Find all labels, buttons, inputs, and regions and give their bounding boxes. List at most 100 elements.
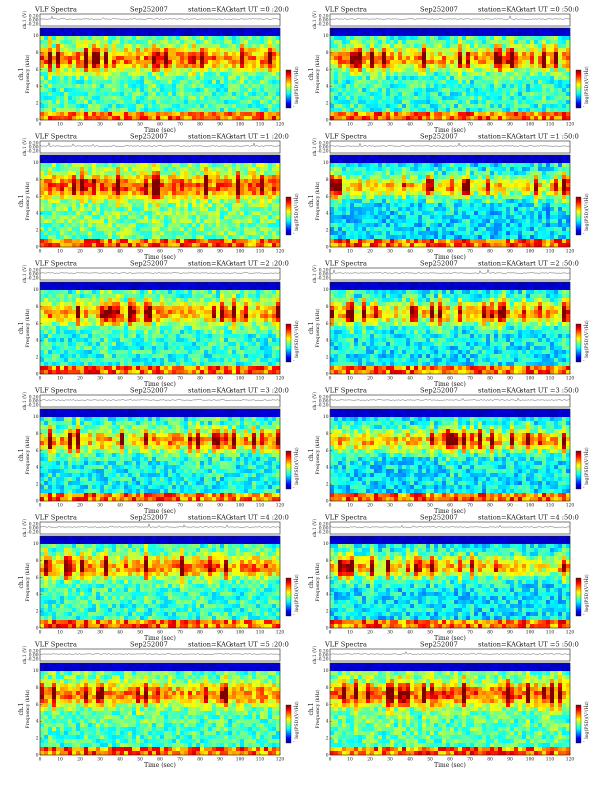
frequency-tick-label: 4 (326, 466, 329, 471)
colorbar-tick-label: - (293, 359, 295, 364)
time-tick-label: 110 (546, 377, 555, 382)
time-tick-label: 70 (177, 377, 183, 382)
time-tick-label: 50 (427, 758, 433, 763)
time-axis-label: Time (sec) (144, 762, 176, 769)
time-tick-label: 80 (197, 250, 203, 255)
time-tick-label: 50 (137, 377, 143, 382)
frequency-tick-label: 6 (36, 449, 39, 454)
time-tick-label: 30 (97, 250, 103, 255)
spectrogram-image (40, 155, 281, 248)
panel-station: station=KAG (188, 6, 231, 14)
colorbar-tick-label: - (293, 324, 295, 329)
colorbar-tick-label: - (583, 705, 585, 710)
time-tick-label: 40 (407, 631, 413, 636)
time-tick-label: 100 (526, 250, 535, 255)
voltage-tick-label: 0.00 (319, 146, 329, 151)
time-tick-label: 20 (367, 377, 373, 382)
voltage-tick-label: 0.00 (29, 400, 39, 405)
colorbar (285, 323, 292, 363)
time-tick-label: 90 (507, 504, 513, 509)
time-tick-label: 0 (329, 377, 332, 382)
voltage-tick-label: 0.20 (29, 269, 39, 274)
panel-start-time: start UT =0 :50:0 (520, 6, 579, 14)
voltage-tick-label: -0.20 (317, 23, 328, 28)
time-tick-label: 80 (197, 377, 203, 382)
frequency-tick-label: 8 (326, 178, 329, 183)
spectrogram-image (40, 663, 281, 756)
time-tick-label: 10 (347, 504, 353, 509)
time-tick-label: 60 (447, 250, 453, 255)
colorbar (575, 69, 582, 109)
frequency-tick-label: 6 (326, 703, 329, 708)
panel-date: Sep252007 (420, 641, 458, 649)
voltage-tick-label: 0.20 (319, 523, 329, 528)
time-tick-label: 120 (276, 758, 285, 763)
time-tick-label: 60 (447, 758, 453, 763)
waveform-frame (329, 521, 571, 535)
waveform-trace (329, 397, 571, 401)
frequency-tick-label: 0 (36, 500, 39, 505)
panel-date: Sep252007 (420, 514, 458, 522)
voltage-tick-label: 0.20 (319, 142, 329, 147)
voltage-tick-label: 0.00 (29, 654, 39, 659)
time-tick-label: 30 (97, 504, 103, 509)
time-tick-label: 80 (487, 631, 493, 636)
channel-label: ch.1 (308, 703, 315, 716)
time-tick-label: 0 (39, 123, 42, 128)
voltage-axis-label: ch.1 (V) (21, 138, 28, 156)
time-tick-label: 100 (236, 250, 245, 255)
time-tick-label: 80 (487, 377, 493, 382)
time-axis-label: Time (sec) (434, 381, 466, 388)
time-tick-label: 90 (217, 250, 223, 255)
time-tick-label: 110 (256, 377, 265, 382)
colorbar (575, 450, 582, 490)
colorbar-label: log(PSD)(V²/Hz) (583, 66, 590, 104)
time-tick-label: 120 (276, 377, 285, 382)
time-tick-label: 30 (387, 123, 393, 128)
frequency-tick-label: 8 (36, 686, 39, 691)
spectrogram-image (40, 282, 281, 375)
colorbar-label: log(PSD)(V²/Hz) (293, 193, 300, 231)
time-tick-label: 20 (367, 250, 373, 255)
time-tick-label: 80 (197, 504, 203, 509)
time-tick-label: 60 (447, 504, 453, 509)
frequency-tick-label: 4 (326, 593, 329, 598)
time-tick-label: 70 (467, 504, 473, 509)
time-tick-label: 30 (97, 758, 103, 763)
panel-date: Sep252007 (420, 133, 458, 141)
time-tick-label: 80 (487, 758, 493, 763)
time-tick-label: 50 (427, 250, 433, 255)
frequency-tick-label: 6 (326, 195, 329, 200)
time-tick-label: 0 (329, 758, 332, 763)
panel-start-time: start UT =3 :20:0 (230, 387, 289, 395)
time-tick-label: 120 (276, 631, 285, 636)
time-tick-label: 20 (367, 504, 373, 509)
panel-start-time: start UT =2 :20:0 (230, 260, 289, 268)
frequency-tick-label: 0 (326, 500, 329, 505)
colorbar-label: log(PSD)(V²/Hz) (293, 320, 300, 358)
waveform-trace (329, 651, 571, 655)
time-tick-label: 80 (197, 123, 203, 128)
colorbar-tick-label: - (293, 705, 295, 710)
frequency-axis-label: Frequency (kHz) (314, 562, 321, 601)
panel-title: VLF Spectra (34, 514, 77, 522)
colorbar-label: log(PSD)(V²/Hz) (583, 701, 590, 739)
colorbar-tick-label: - (583, 197, 585, 202)
voltage-tick-label: -0.20 (27, 23, 38, 28)
time-tick-label: 110 (546, 758, 555, 763)
panel-date: Sep252007 (130, 387, 168, 395)
colorbar (575, 323, 582, 363)
time-tick-label: 60 (157, 504, 163, 509)
time-tick-label: 30 (387, 377, 393, 382)
frequency-tick-label: 10 (323, 542, 329, 547)
colorbar-tick-label: - (293, 451, 295, 456)
colorbar-label: log(PSD)(V²/Hz) (583, 193, 590, 231)
time-tick-label: 110 (256, 758, 265, 763)
channel-label: ch.1 (18, 576, 25, 589)
panel-start-time: start UT =1 :20:0 (230, 133, 289, 141)
panel-station: station=KAG (188, 387, 231, 395)
time-tick-label: 70 (467, 758, 473, 763)
time-axis-label: Time (sec) (434, 508, 466, 515)
